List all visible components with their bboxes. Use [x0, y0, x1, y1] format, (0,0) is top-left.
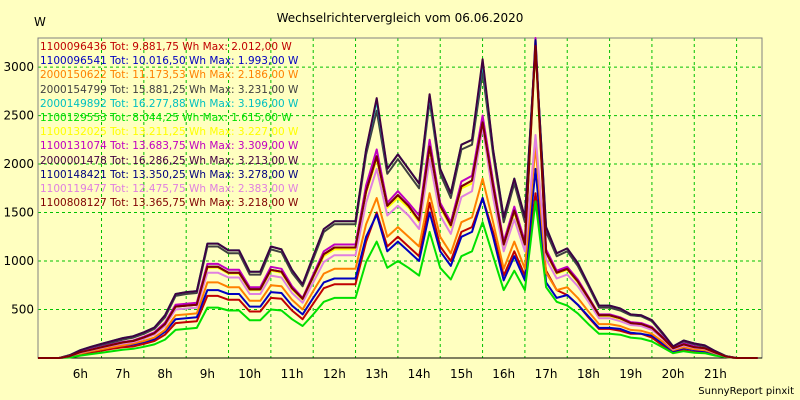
x-tick-label: 21h — [704, 367, 727, 381]
series-line — [38, 167, 758, 359]
chart-title: Wechselrichtervergleich vom 06.06.2020 — [276, 11, 524, 25]
legend-entry: 1100096436 Tot: 9.881,75 Wh Max: 2.012,0… — [40, 41, 292, 53]
x-tick-label: 10h — [238, 367, 261, 381]
legend-entry: 2000150622 Tot: 11.173,53 Wh Max: 2.186,… — [40, 69, 299, 82]
legend-entry: 1100131074 Tot: 13.683,75 Wh Max: 3.309,… — [40, 140, 299, 153]
y-tick-label: 2000 — [3, 157, 34, 171]
y-tick-label: 500 — [11, 303, 34, 317]
x-tick-label: 11h — [281, 367, 304, 381]
legend-entry: 1100808127 Tot: 13.365,75 Wh Max: 3.218,… — [40, 197, 299, 210]
y-tick-label: 1000 — [3, 254, 34, 268]
series-lines — [38, 37, 758, 359]
legend-entry: 2000154799 Tot: 15.881,25 Wh Max: 3.231,… — [40, 83, 299, 96]
x-tick-label: 13h — [365, 367, 388, 381]
x-tick-label: 6h — [73, 367, 88, 381]
legend: 1100096436 Tot: 9.881,75 Wh Max: 2.012,0… — [40, 40, 298, 210]
legend-entry: 2000001478 Tot: 16.286,25 Wh Max: 3.213,… — [40, 154, 299, 167]
series-line — [38, 200, 758, 359]
y-axis-unit: W — [34, 15, 46, 29]
x-tick-label: 17h — [535, 367, 558, 381]
series-line — [38, 45, 758, 359]
grid-lines — [38, 38, 762, 358]
legend-entry: 1100096541 Tot: 10.016,50 Wh Max: 1.993,… — [40, 55, 299, 68]
series-line — [38, 125, 758, 359]
footer-credit: SunnyReport pinxit — [698, 386, 794, 397]
legend-entry: 1100119477 Tot: 12.475,75 Wh Max: 2.383,… — [40, 182, 299, 195]
y-tick-label: 3000 — [3, 60, 34, 74]
tick-labels: 6h 7h 8h 9h 10h 11h 12h 13h 14h 15h 16h 17h 18h 19h 20… — [3, 60, 726, 381]
x-tick-label: 15h — [450, 367, 473, 381]
y-tick-label: 1500 — [3, 206, 34, 220]
x-tick-label: 19h — [619, 367, 642, 381]
x-tick-label: 14h — [408, 367, 431, 381]
x-tick-label: 20h — [662, 367, 685, 381]
series-line — [38, 145, 758, 359]
legend-entry: 1100129553 Tot: 8.044,25 Wh Max: 1.615,0… — [40, 111, 292, 124]
y-tick-label: 2500 — [3, 109, 34, 123]
legend-entry: 2000149892 Tot: 16.277,88 Wh Max: 3.196,… — [40, 97, 299, 110]
legend-entry: 1100132025 Tot: 13.211,25 Wh Max: 3.227,… — [40, 126, 299, 139]
axes — [37, 37, 763, 359]
x-tick-label: 9h — [200, 367, 215, 381]
x-tick-label: 8h — [157, 367, 172, 381]
x-tick-label: 12h — [323, 367, 346, 381]
series-line — [38, 45, 758, 359]
x-tick-label: 7h — [115, 367, 130, 381]
x-tick-label: 16h — [492, 367, 515, 381]
legend-entry: 1100148421 Tot: 13.350,25 Wh Max: 3.278,… — [40, 168, 299, 181]
x-tick-label: 18h — [577, 367, 600, 381]
